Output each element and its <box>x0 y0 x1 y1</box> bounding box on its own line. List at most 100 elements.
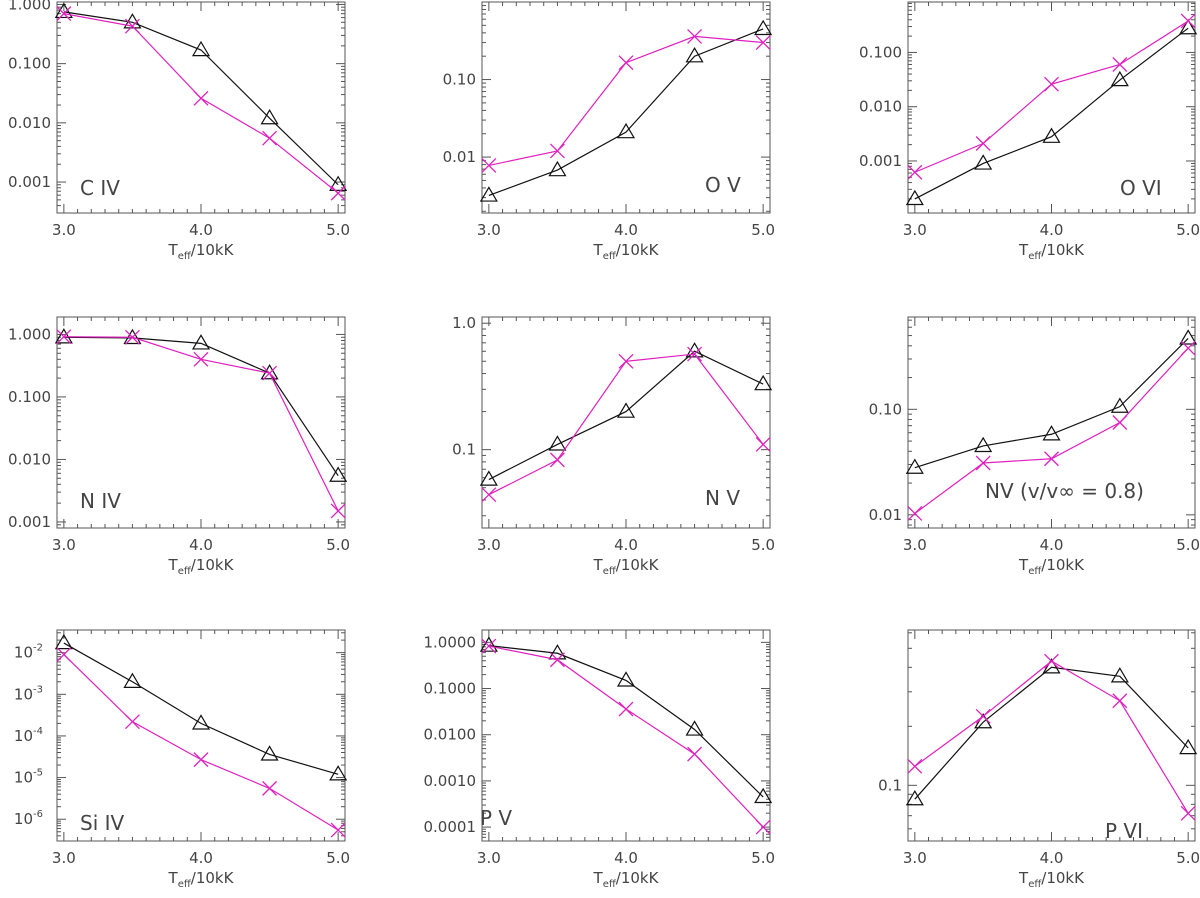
triangle-marker <box>548 435 567 451</box>
x-axis-label-main: T <box>168 556 179 574</box>
triangle-marker <box>1179 18 1198 35</box>
ion-label: N IV <box>80 489 121 513</box>
panel-6: 3.0 4.0 5.0 Teff/10kK 0.10 0.01 NV (v/v∞ = 0.8… <box>869 316 1200 577</box>
x-axis-label-main: T <box>593 241 604 259</box>
triangle-marker <box>191 40 211 57</box>
x-axis-label-rest: /10kK <box>616 556 660 574</box>
series-line-triangle <box>488 28 764 197</box>
y-tick-label: 0.10 <box>869 400 902 418</box>
x-tick-label: 3.0 <box>52 221 76 239</box>
series-line-triangle <box>63 642 339 775</box>
x-axis-label: Teff/10kK <box>168 869 235 890</box>
triangle-marker <box>905 789 924 806</box>
series-line-triangle <box>488 645 764 798</box>
y-tick-label: 1.000 <box>8 0 51 13</box>
cross-marker <box>262 130 278 146</box>
triangle-marker <box>54 2 73 19</box>
y-tick-label: 1.000 <box>8 325 51 343</box>
x-tick-label: 5.0 <box>1176 849 1200 867</box>
x-tick-label: 4.0 <box>189 536 213 554</box>
panel-2: 3.0 4.0 5.0 Teff/10kK 0.10 0.01 O V <box>443 1 775 262</box>
x-axis-label-sub: eff <box>603 566 617 577</box>
x-axis-label-main: T <box>593 869 604 887</box>
cross-marker <box>1044 451 1059 467</box>
cross-marker <box>481 638 497 654</box>
triangle-marker <box>479 186 498 202</box>
cross-marker <box>56 6 72 22</box>
x-axis-label: Teff/10kK <box>1018 241 1085 262</box>
plot-frame <box>481 629 771 842</box>
cross-marker <box>1180 805 1196 821</box>
y-tick-label: 0.001 <box>8 513 51 531</box>
series-line-triangle <box>488 350 764 481</box>
x-tick-label: 5.0 <box>326 221 350 239</box>
x-axis-label-sub: eff <box>603 251 617 262</box>
y-tick-label: 0.010 <box>8 450 51 468</box>
x-axis-label: Teff/10kK <box>593 869 660 890</box>
y-tick-label: 0.1000 <box>424 680 477 698</box>
x-axis-label: Teff/10kK <box>168 556 235 577</box>
x-axis-label-rest: /10kK <box>1041 556 1085 574</box>
y-tick-label-base: 10 <box>14 810 33 828</box>
triangle-marker <box>479 636 498 652</box>
x-tick-label: 4.0 <box>1040 221 1064 239</box>
y-tick-label-exp: -2 <box>33 643 43 654</box>
x-axis-label-rest: /10kK <box>191 556 235 574</box>
cross-marker <box>755 35 771 51</box>
triangle-marker <box>1110 70 1129 87</box>
cross-marker <box>549 452 565 468</box>
cross-marker <box>124 714 140 730</box>
cross-marker <box>1112 693 1128 709</box>
x-axis-label-sub: eff <box>178 251 192 262</box>
triangle-marker <box>1110 397 1129 413</box>
ion-label: C IV <box>80 176 120 200</box>
series-line-triangle <box>63 336 339 476</box>
x-axis-label-rest: /10kK <box>1041 869 1085 887</box>
triangle-marker <box>260 745 279 761</box>
y-tick-label: 10-6 <box>14 809 43 828</box>
y-tick-label: 0.1 <box>452 441 476 459</box>
y-tick-label: 10-5 <box>14 768 43 787</box>
x-axis-label-sub: eff <box>603 879 617 890</box>
cross-marker <box>907 758 923 774</box>
triangle-marker <box>123 13 142 29</box>
cross-marker <box>755 436 771 452</box>
cross-marker <box>755 819 771 835</box>
ion-label: NV (v/v∞ = 0.8) <box>985 479 1144 503</box>
x-axis-label: Teff/10kK <box>593 241 660 262</box>
cross-marker <box>481 157 497 173</box>
y-tick-label: 0.001 <box>8 173 51 191</box>
y-tick-label: 10-4 <box>14 726 43 745</box>
triangle-marker <box>1042 658 1061 674</box>
x-tick-label: 3.0 <box>477 536 501 554</box>
triangle-marker <box>191 334 211 350</box>
triangle-marker <box>1042 425 1061 441</box>
y-tick-label: 0.0100 <box>424 726 477 744</box>
y-tick-label: 0.001 <box>859 152 902 170</box>
x-tick-label: 3.0 <box>52 849 76 867</box>
x-tick-label: 4.0 <box>189 849 213 867</box>
triangle-marker <box>974 154 993 170</box>
triangle-marker <box>329 765 348 781</box>
triangle-marker <box>1042 127 1061 143</box>
cross-marker <box>193 752 209 768</box>
y-tick-label: 0.01 <box>443 148 476 166</box>
y-tick-label-base: 10 <box>14 727 33 745</box>
triangle-marker <box>479 470 498 486</box>
cross-marker <box>687 346 703 362</box>
series-line-cross <box>63 13 339 194</box>
x-axis-label-sub: eff <box>178 879 192 890</box>
ion-label: N V <box>705 486 740 510</box>
x-axis-label-main: T <box>168 869 179 887</box>
x-axis-label-rest: /10kK <box>1041 241 1085 259</box>
series-line-cross <box>914 660 1189 814</box>
triangle-marker <box>548 160 567 177</box>
cross-marker <box>330 185 346 201</box>
x-axis-label-main: T <box>168 241 179 259</box>
x-tick-label: 3.0 <box>903 221 927 239</box>
y-tick-label: 0.100 <box>8 388 51 406</box>
y-tick-label-exp: -5 <box>33 768 43 779</box>
cross-marker <box>549 652 565 668</box>
x-axis-label: Teff/10kK <box>168 241 235 262</box>
